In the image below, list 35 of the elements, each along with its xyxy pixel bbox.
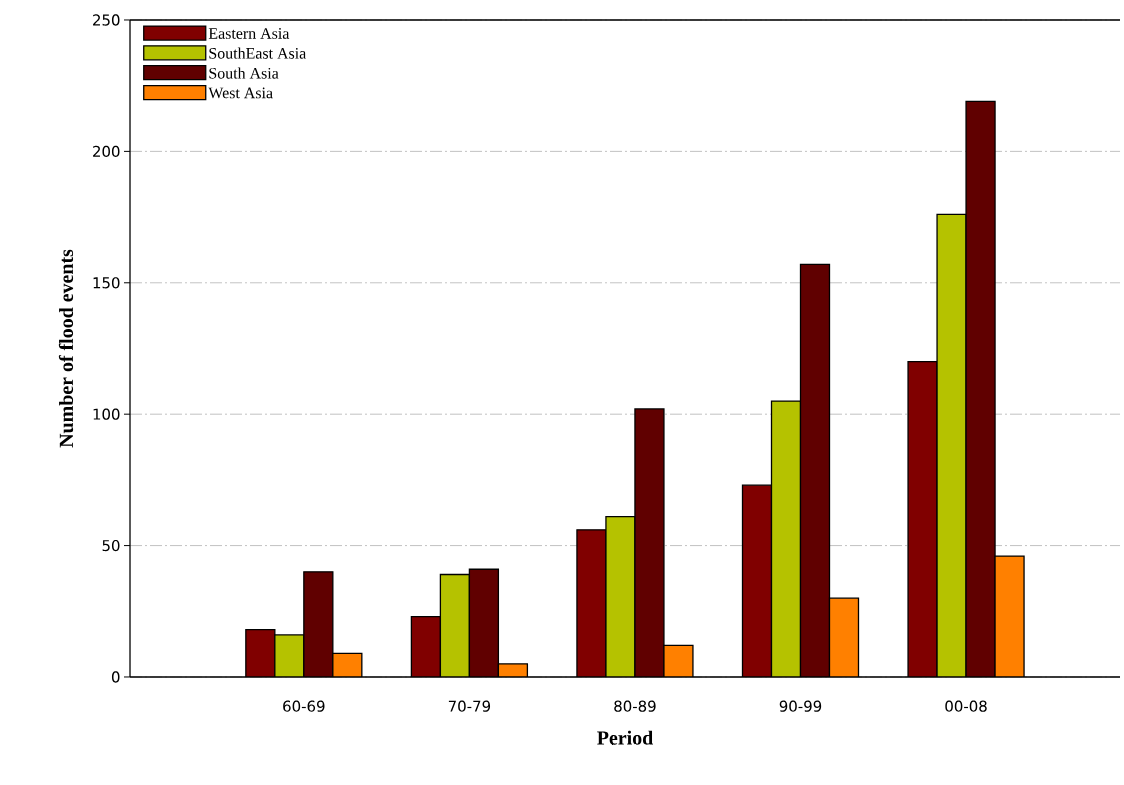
bar: [440, 574, 470, 677]
bar: [576, 529, 606, 677]
y-axis-title: Number of flood events: [58, 249, 74, 448]
x-tick-label: 00-08: [945, 700, 987, 712]
bar: [411, 616, 441, 677]
bar: [469, 569, 499, 677]
y-tick-label: 0: [111, 671, 120, 683]
x-tick-label: 90-99: [779, 700, 822, 712]
y-tick-label: 150: [93, 277, 120, 289]
legend-label: Eastern Asia: [208, 28, 290, 39]
x-tick-label: 80-89: [614, 700, 656, 712]
bar: [605, 516, 635, 677]
y-tick-label: 250: [93, 14, 120, 26]
bar: [332, 653, 362, 677]
bar: [771, 401, 801, 677]
bar: [245, 629, 275, 677]
legend-label: West Asia: [208, 87, 273, 99]
bar: [829, 598, 859, 677]
bar: [303, 571, 333, 677]
x-tick-label: 60-69: [283, 700, 325, 712]
bar: [936, 213, 967, 677]
bar: [274, 634, 304, 677]
legend-label: South Asia: [209, 67, 279, 79]
y-tick-label: 50: [102, 539, 120, 552]
x-tick-label: 70-79: [448, 700, 491, 712]
bar: [994, 555, 1025, 677]
bar: [965, 100, 996, 677]
bar: [800, 264, 830, 677]
legend-label: SouthEast Asia: [209, 47, 307, 59]
y-tick-label: 100: [93, 408, 120, 420]
x-axis-title: Period: [597, 730, 654, 745]
bar: [742, 485, 772, 677]
bar: [634, 408, 664, 677]
bar: [907, 360, 938, 677]
y-tick-label: 200: [93, 145, 120, 158]
